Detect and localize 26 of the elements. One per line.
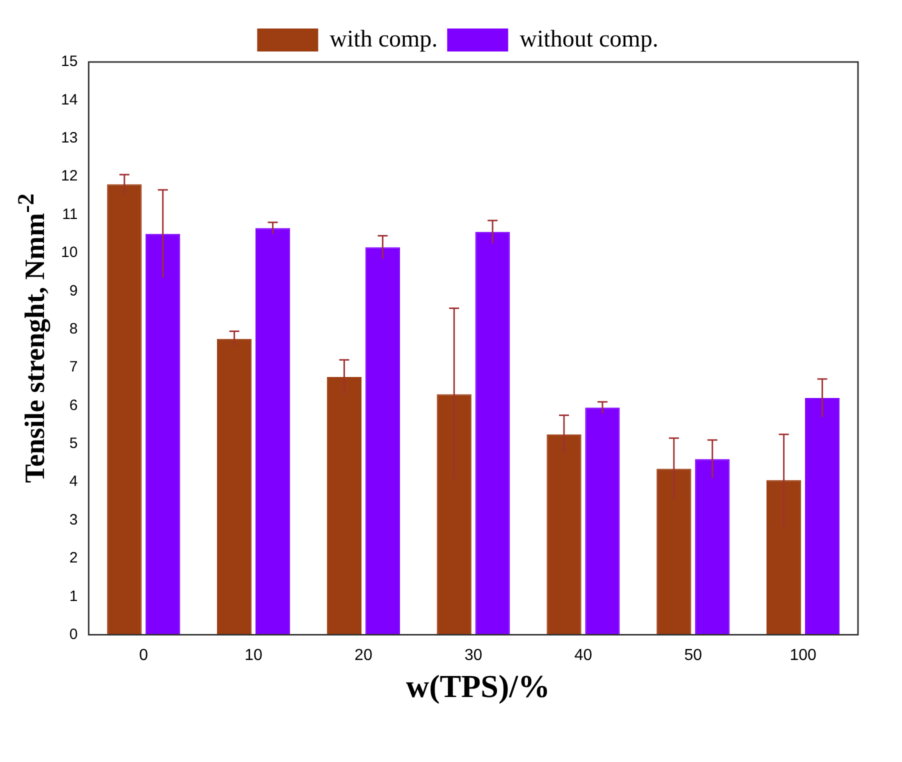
x-tick-label: 20	[354, 646, 372, 664]
y-tick-label: 6	[69, 396, 78, 414]
legend-label: with comp.	[330, 26, 438, 52]
x-tick-label: 50	[684, 646, 702, 664]
y-tick-label: 10	[60, 244, 78, 262]
y-tick-label: 3	[69, 511, 78, 528]
x-tick-label: 100	[790, 646, 816, 664]
x-tick-label: 10	[244, 646, 263, 664]
y-tick-label: 2	[69, 550, 78, 567]
y-tick-label: 11	[62, 206, 78, 223]
y-tick-label: 8	[69, 320, 78, 338]
y-tick-label: 0	[69, 626, 78, 643]
y-tick-label: 13	[60, 130, 78, 147]
y-tick-label: 1	[69, 588, 78, 605]
y-tick-label: 9	[69, 282, 78, 300]
legend-label: without comp.	[520, 26, 658, 52]
x-tick-label: 30	[464, 646, 482, 664]
x-tick-label: 40	[574, 646, 592, 664]
y-tick-label: 5	[69, 435, 78, 452]
y-tick-label: 14	[60, 91, 78, 108]
y-tick-label: 4	[69, 473, 78, 490]
x-axis-title: w(TPS)/%	[405, 668, 551, 705]
x-tick-label: 0	[139, 646, 148, 664]
y-tick-label: 12	[60, 168, 78, 185]
y-tick-label: 7	[69, 358, 78, 376]
y-tick-label: 15	[60, 53, 78, 70]
